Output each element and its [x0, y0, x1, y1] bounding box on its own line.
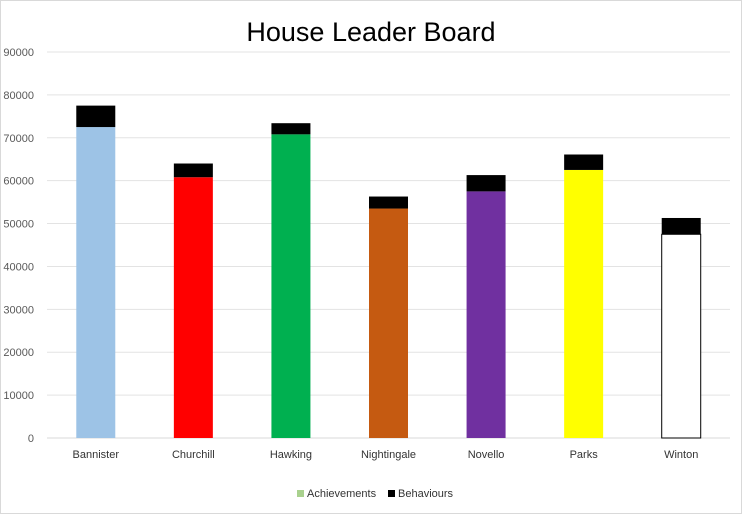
- bar-behaviours-bannister: [76, 105, 116, 128]
- chart-title: House Leader Board: [246, 17, 495, 47]
- y-tick-label: 50000: [3, 219, 34, 231]
- legend-swatch-behaviours: [388, 490, 395, 497]
- gridlines: [47, 51, 730, 439]
- y-axis: 0 10000 20000 30000 40000 50000 60000 70000 8000…: [3, 47, 34, 445]
- y-tick-label: 80000: [3, 90, 34, 102]
- bar-achievements-parks: [564, 169, 604, 438]
- bar-behaviours-hawking: [271, 123, 311, 135]
- y-tick-label: 30000: [3, 304, 34, 316]
- bar-behaviours-winton: [661, 217, 701, 235]
- y-tick-label: 10000: [3, 390, 34, 402]
- bar-achievements-novello: [466, 191, 506, 438]
- x-tick-label: Novello: [468, 449, 505, 461]
- bar-behaviours-churchill: [173, 163, 213, 178]
- bar-behaviours-novello: [466, 175, 506, 192]
- bar-behaviours-parks: [564, 154, 604, 170]
- legend: Achievements Behaviours: [297, 488, 454, 500]
- x-tick-label: Winton: [664, 449, 698, 461]
- y-tick-label: 0: [28, 433, 34, 445]
- bar-behaviours-nightingale: [369, 196, 408, 209]
- y-tick-label: 40000: [3, 261, 34, 273]
- bar-achievements-nightingale: [369, 208, 408, 438]
- bar-achievements-bannister: [76, 127, 116, 439]
- y-tick-label: 60000: [3, 176, 34, 188]
- y-tick-label: 70000: [3, 133, 34, 145]
- legend-label-behaviours: Behaviours: [398, 488, 454, 500]
- y-tick-label: 90000: [3, 47, 34, 59]
- x-tick-label: Parks: [570, 449, 599, 461]
- bars: [76, 105, 702, 439]
- x-axis: Bannister Churchill Hawking Nightingale Nove…: [73, 449, 699, 461]
- x-tick-label: Hawking: [270, 449, 312, 461]
- y-tick-label: 20000: [3, 347, 34, 359]
- legend-swatch-achievements: [297, 490, 304, 497]
- x-tick-label: Bannister: [73, 449, 120, 461]
- bar-achievements-churchill: [173, 177, 213, 439]
- bar-achievements-hawking: [271, 134, 311, 438]
- legend-label-achievements: Achievements: [307, 488, 377, 500]
- x-tick-label: Churchill: [172, 449, 215, 461]
- x-tick-label: Nightingale: [361, 449, 416, 461]
- bar-achievements-winton: [661, 233, 702, 439]
